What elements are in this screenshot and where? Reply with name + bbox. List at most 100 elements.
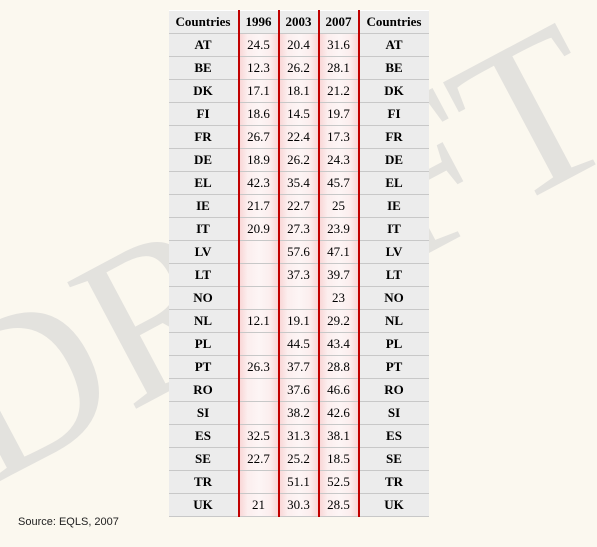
data-cell: 42.6 xyxy=(319,402,359,425)
data-cell: 12.1 xyxy=(239,310,279,333)
country-cell: FI xyxy=(359,103,429,126)
data-cell: 26.3 xyxy=(239,356,279,379)
data-cell: 22.7 xyxy=(239,448,279,471)
data-cell xyxy=(239,333,279,356)
country-cell: PL xyxy=(169,333,239,356)
table-row: LV57.647.1LV xyxy=(169,241,429,264)
data-cell: 25.2 xyxy=(279,448,319,471)
data-cell: 25 xyxy=(319,195,359,218)
country-cell: NL xyxy=(359,310,429,333)
data-cell: 24.5 xyxy=(239,34,279,57)
table-row: NO23NO xyxy=(169,287,429,310)
data-cell: 38.2 xyxy=(279,402,319,425)
data-cell: 51.1 xyxy=(279,471,319,494)
country-cell: AT xyxy=(169,34,239,57)
col-header-2007: 2007 xyxy=(319,11,359,34)
table-row: IE21.722.725IE xyxy=(169,195,429,218)
data-cell: 20.9 xyxy=(239,218,279,241)
country-cell: NO xyxy=(359,287,429,310)
table-row: FI18.614.519.7FI xyxy=(169,103,429,126)
data-cell: 52.5 xyxy=(319,471,359,494)
data-cell: 18.1 xyxy=(279,80,319,103)
table-row: SI38.242.6SI xyxy=(169,402,429,425)
country-cell: PT xyxy=(169,356,239,379)
table-header: Countries199620032007Countries xyxy=(169,11,429,34)
data-cell: 39.7 xyxy=(319,264,359,287)
data-cell: 12.3 xyxy=(239,57,279,80)
table-row: IT20.927.323.9IT xyxy=(169,218,429,241)
data-cell: 14.5 xyxy=(279,103,319,126)
col-header-countries: Countries xyxy=(169,11,239,34)
table-row: PT26.337.728.8PT xyxy=(169,356,429,379)
data-cell xyxy=(239,287,279,310)
data-cell: 46.6 xyxy=(319,379,359,402)
table-row: TR51.152.5TR xyxy=(169,471,429,494)
data-cell: 57.6 xyxy=(279,241,319,264)
country-cell: AT xyxy=(359,34,429,57)
data-cell: 35.4 xyxy=(279,172,319,195)
data-cell: 37.7 xyxy=(279,356,319,379)
data-cell: 26.2 xyxy=(279,149,319,172)
data-cell xyxy=(239,402,279,425)
data-cell: 26.2 xyxy=(279,57,319,80)
data-cell: 21 xyxy=(239,494,279,517)
table-body: AT24.520.431.6ATBE12.326.228.1BEDK17.118… xyxy=(169,34,429,517)
data-cell: 21.7 xyxy=(239,195,279,218)
data-cell: 18.9 xyxy=(239,149,279,172)
data-cell: 27.3 xyxy=(279,218,319,241)
data-cell: 24.3 xyxy=(319,149,359,172)
data-cell xyxy=(279,287,319,310)
data-cell: 28.1 xyxy=(319,57,359,80)
country-cell: IT xyxy=(359,218,429,241)
data-cell: 45.7 xyxy=(319,172,359,195)
country-cell: UK xyxy=(169,494,239,517)
table-row: NL12.119.129.2NL xyxy=(169,310,429,333)
table-header-row: Countries199620032007Countries xyxy=(169,11,429,34)
country-cell: DK xyxy=(169,80,239,103)
data-cell: 28.8 xyxy=(319,356,359,379)
country-cell: LT xyxy=(169,264,239,287)
data-cell: 30.3 xyxy=(279,494,319,517)
source-label: Source: EQLS, 2007 xyxy=(18,516,119,528)
col-header-1996: 1996 xyxy=(239,11,279,34)
country-cell: DE xyxy=(359,149,429,172)
data-cell: 17.1 xyxy=(239,80,279,103)
data-cell: 42.3 xyxy=(239,172,279,195)
data-cell: 44.5 xyxy=(279,333,319,356)
table-row: RO37.646.6RO xyxy=(169,379,429,402)
table-row: BE12.326.228.1BE xyxy=(169,57,429,80)
country-cell: EL xyxy=(359,172,429,195)
table-row: EL42.335.445.7EL xyxy=(169,172,429,195)
country-cell: FI xyxy=(169,103,239,126)
country-cell: FR xyxy=(169,126,239,149)
data-cell: 17.3 xyxy=(319,126,359,149)
country-cell: UK xyxy=(359,494,429,517)
table-row: ES32.531.338.1ES xyxy=(169,425,429,448)
data-cell xyxy=(239,379,279,402)
data-cell: 37.6 xyxy=(279,379,319,402)
country-cell: PT xyxy=(359,356,429,379)
table-row: DK17.118.121.2DK xyxy=(169,80,429,103)
data-cell: 31.6 xyxy=(319,34,359,57)
table-row: PL44.543.4PL xyxy=(169,333,429,356)
table-row: UK2130.328.5UK xyxy=(169,494,429,517)
country-cell: SI xyxy=(359,402,429,425)
data-cell: 19.1 xyxy=(279,310,319,333)
col-header-2003: 2003 xyxy=(279,11,319,34)
country-cell: LV xyxy=(359,241,429,264)
data-cell: 32.5 xyxy=(239,425,279,448)
data-cell: 29.2 xyxy=(319,310,359,333)
country-cell: BE xyxy=(169,57,239,80)
table-row: DE18.926.224.3DE xyxy=(169,149,429,172)
data-cell: 23.9 xyxy=(319,218,359,241)
country-cell: SI xyxy=(169,402,239,425)
country-cell: NL xyxy=(169,310,239,333)
data-cell: 23 xyxy=(319,287,359,310)
data-cell: 18.6 xyxy=(239,103,279,126)
data-cell xyxy=(239,471,279,494)
data-cell: 31.3 xyxy=(279,425,319,448)
data-cell: 37.3 xyxy=(279,264,319,287)
table-row: SE22.725.218.5SE xyxy=(169,448,429,471)
country-cell: DK xyxy=(359,80,429,103)
table-row: LT37.339.7LT xyxy=(169,264,429,287)
